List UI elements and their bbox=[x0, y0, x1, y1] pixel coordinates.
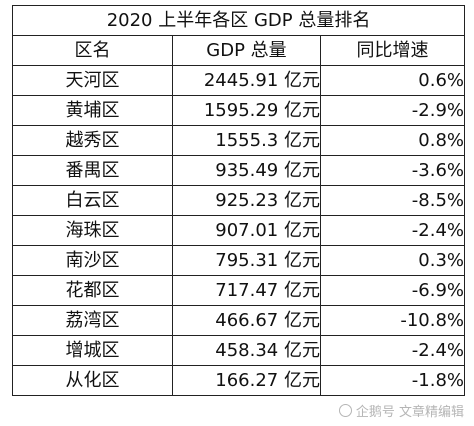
gdp-cell: 795.31 亿元 bbox=[172, 245, 321, 276]
district-cell: 南沙区 bbox=[12, 245, 173, 276]
table-row: 从化区 166.27 亿元 -1.8% bbox=[12, 365, 466, 396]
growth-cell: 0.8% bbox=[319, 125, 466, 156]
gdp-cell: 466.67 亿元 bbox=[172, 305, 321, 336]
growth-cell: -10.8% bbox=[319, 305, 466, 336]
table-row: 花都区 717.47 亿元 -6.9% bbox=[12, 275, 466, 306]
header-gdp: GDP 总量 bbox=[172, 35, 321, 66]
header-district: 区名 bbox=[12, 35, 173, 66]
growth-cell: 0.6% bbox=[319, 65, 466, 96]
watermark: 企鹅号 文章精编辑 bbox=[338, 401, 464, 420]
table-header-row: 区名 GDP 总量 同比增速 bbox=[12, 35, 466, 66]
watermark-text: 企鹅号 文章精编辑 bbox=[355, 405, 464, 420]
district-cell: 黄埔区 bbox=[12, 95, 173, 126]
growth-cell: -1.8% bbox=[319, 365, 466, 396]
district-cell: 花都区 bbox=[12, 275, 173, 306]
table-row: 荔湾区 466.67 亿元 -10.8% bbox=[12, 305, 466, 336]
district-cell: 白云区 bbox=[12, 185, 173, 216]
gdp-cell: 717.47 亿元 bbox=[172, 275, 321, 306]
district-cell: 从化区 bbox=[12, 365, 173, 396]
growth-cell: -8.5% bbox=[319, 185, 466, 216]
growth-cell: -2.9% bbox=[319, 95, 466, 126]
gdp-cell: 925.23 亿元 bbox=[172, 185, 321, 216]
gdp-cell: 166.27 亿元 bbox=[172, 365, 321, 396]
gdp-cell: 1555.3 亿元 bbox=[172, 125, 321, 156]
district-cell: 荔湾区 bbox=[12, 305, 173, 336]
growth-cell: -6.9% bbox=[319, 275, 466, 306]
table-row: 越秀区 1555.3 亿元 0.8% bbox=[12, 125, 466, 156]
growth-cell: 0.3% bbox=[319, 245, 466, 276]
growth-cell: -2.4% bbox=[319, 335, 466, 366]
growth-cell: -2.4% bbox=[319, 215, 466, 246]
table-row: 黄埔区 1595.29 亿元 -2.9% bbox=[12, 95, 466, 126]
district-cell: 增城区 bbox=[12, 335, 173, 366]
gdp-ranking-table: 2020 上半年各区 GDP 总量排名 区名 GDP 总量 同比增速 天河区 2… bbox=[11, 5, 466, 396]
district-cell: 越秀区 bbox=[12, 125, 173, 156]
header-growth: 同比增速 bbox=[319, 35, 466, 66]
gdp-cell: 458.34 亿元 bbox=[172, 335, 321, 366]
gdp-cell: 2445.91 亿元 bbox=[172, 65, 321, 96]
gdp-cell: 1595.29 亿元 bbox=[172, 95, 321, 126]
table-row: 增城区 458.34 亿元 -2.4% bbox=[12, 335, 466, 366]
table-row: 白云区 925.23 亿元 -8.5% bbox=[12, 185, 466, 216]
table-row: 天河区 2445.91 亿元 0.6% bbox=[12, 65, 466, 96]
table-title: 2020 上半年各区 GDP 总量排名 bbox=[11, 5, 466, 36]
table-row: 番禺区 935.49 亿元 -3.6% bbox=[12, 155, 466, 186]
watermark-logo-icon bbox=[338, 404, 352, 417]
gdp-cell: 907.01 亿元 bbox=[172, 215, 321, 246]
gdp-cell: 935.49 亿元 bbox=[172, 155, 321, 186]
table-row: 南沙区 795.31 亿元 0.3% bbox=[12, 245, 466, 276]
table-title-row: 2020 上半年各区 GDP 总量排名 bbox=[11, 5, 466, 36]
district-cell: 海珠区 bbox=[12, 215, 173, 246]
district-cell: 天河区 bbox=[12, 65, 173, 96]
district-cell: 番禺区 bbox=[12, 155, 173, 186]
growth-cell: -3.6% bbox=[319, 155, 466, 186]
table-row: 海珠区 907.01 亿元 -2.4% bbox=[12, 215, 466, 246]
